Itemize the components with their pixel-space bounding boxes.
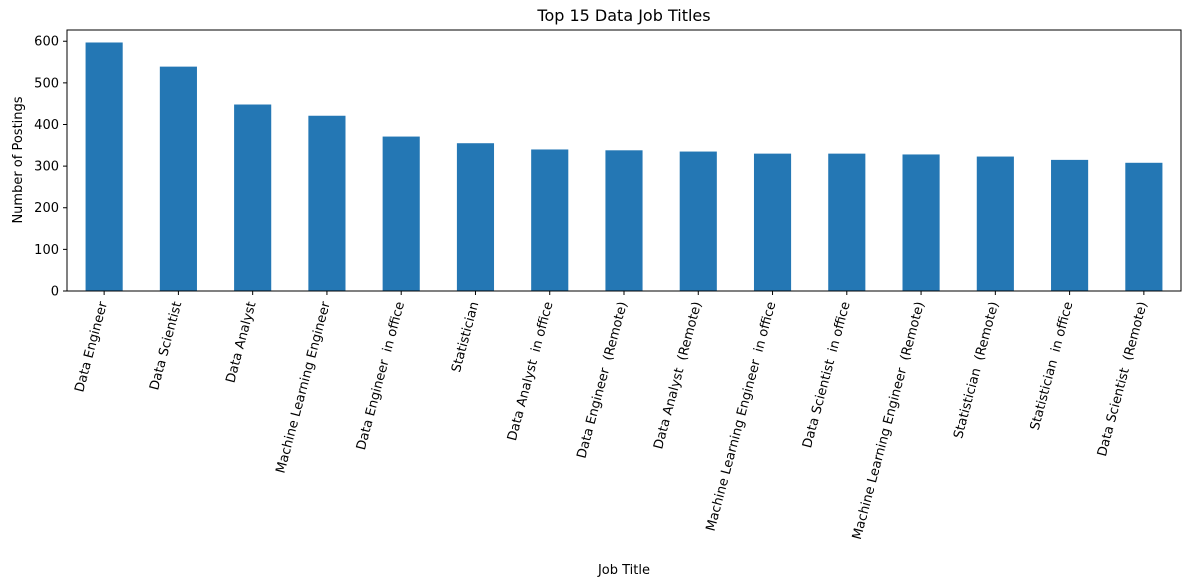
y-tick-label: 600 xyxy=(34,35,59,50)
bar xyxy=(531,149,569,291)
bar xyxy=(234,104,272,291)
x-tick-label: Statistician (Remote) xyxy=(951,300,1002,440)
y-axis: 0 100 200 300 400 500 600 xyxy=(34,35,67,300)
bar xyxy=(902,154,940,291)
x-tick-label: Data Engineer in office xyxy=(354,300,408,452)
x-tick-label: Data Engineer (Remote) xyxy=(575,300,631,460)
x-axis: Data Engineer Data Scientist Data Analyst M… xyxy=(72,291,1151,541)
bar xyxy=(382,136,420,291)
bar xyxy=(753,153,792,291)
x-tick-label: Machine Learning Engineer xyxy=(273,300,333,476)
x-axis-label: Job Title xyxy=(597,563,650,578)
x-tick-label: Statistician in office xyxy=(1028,300,1077,432)
x-tick-label: Statistician xyxy=(449,300,482,374)
bar xyxy=(679,151,717,291)
x-tick-label: Data Analyst in office xyxy=(505,300,557,442)
y-tick-label: 500 xyxy=(34,76,59,91)
bar xyxy=(308,115,346,291)
x-tick-label: Data Analyst xyxy=(223,300,259,384)
bar xyxy=(1125,162,1163,291)
bar xyxy=(976,156,1014,291)
y-tick-label: 100 xyxy=(34,243,59,258)
y-tick-label: 400 xyxy=(34,118,59,133)
x-tick-label: Data Scientist xyxy=(147,300,185,392)
x-tick-label: Data Scientist (Remote) xyxy=(1095,300,1151,458)
bar xyxy=(1051,159,1089,291)
bar xyxy=(85,42,123,291)
y-tick-label: 300 xyxy=(34,160,59,175)
bars-group xyxy=(85,42,1163,291)
bar xyxy=(605,150,643,291)
x-tick-label: Machine Learning Engineer in office xyxy=(704,300,780,533)
bar xyxy=(456,143,495,291)
x-tick-label: Machine Learning Engineer (Remote) xyxy=(850,300,928,541)
y-tick-label: 200 xyxy=(34,201,59,216)
x-tick-label: Data Engineer xyxy=(72,300,111,394)
bar xyxy=(828,153,866,291)
chart-title: Top 15 Data Job Titles xyxy=(536,6,710,25)
x-tick-label: Data Analyst (Remote) xyxy=(651,300,705,451)
bar xyxy=(159,66,197,291)
x-tick-label: Data Scientist in office xyxy=(800,300,854,450)
y-tick-label: 0 xyxy=(51,285,59,300)
y-axis-label: Number of Postings xyxy=(11,96,26,223)
